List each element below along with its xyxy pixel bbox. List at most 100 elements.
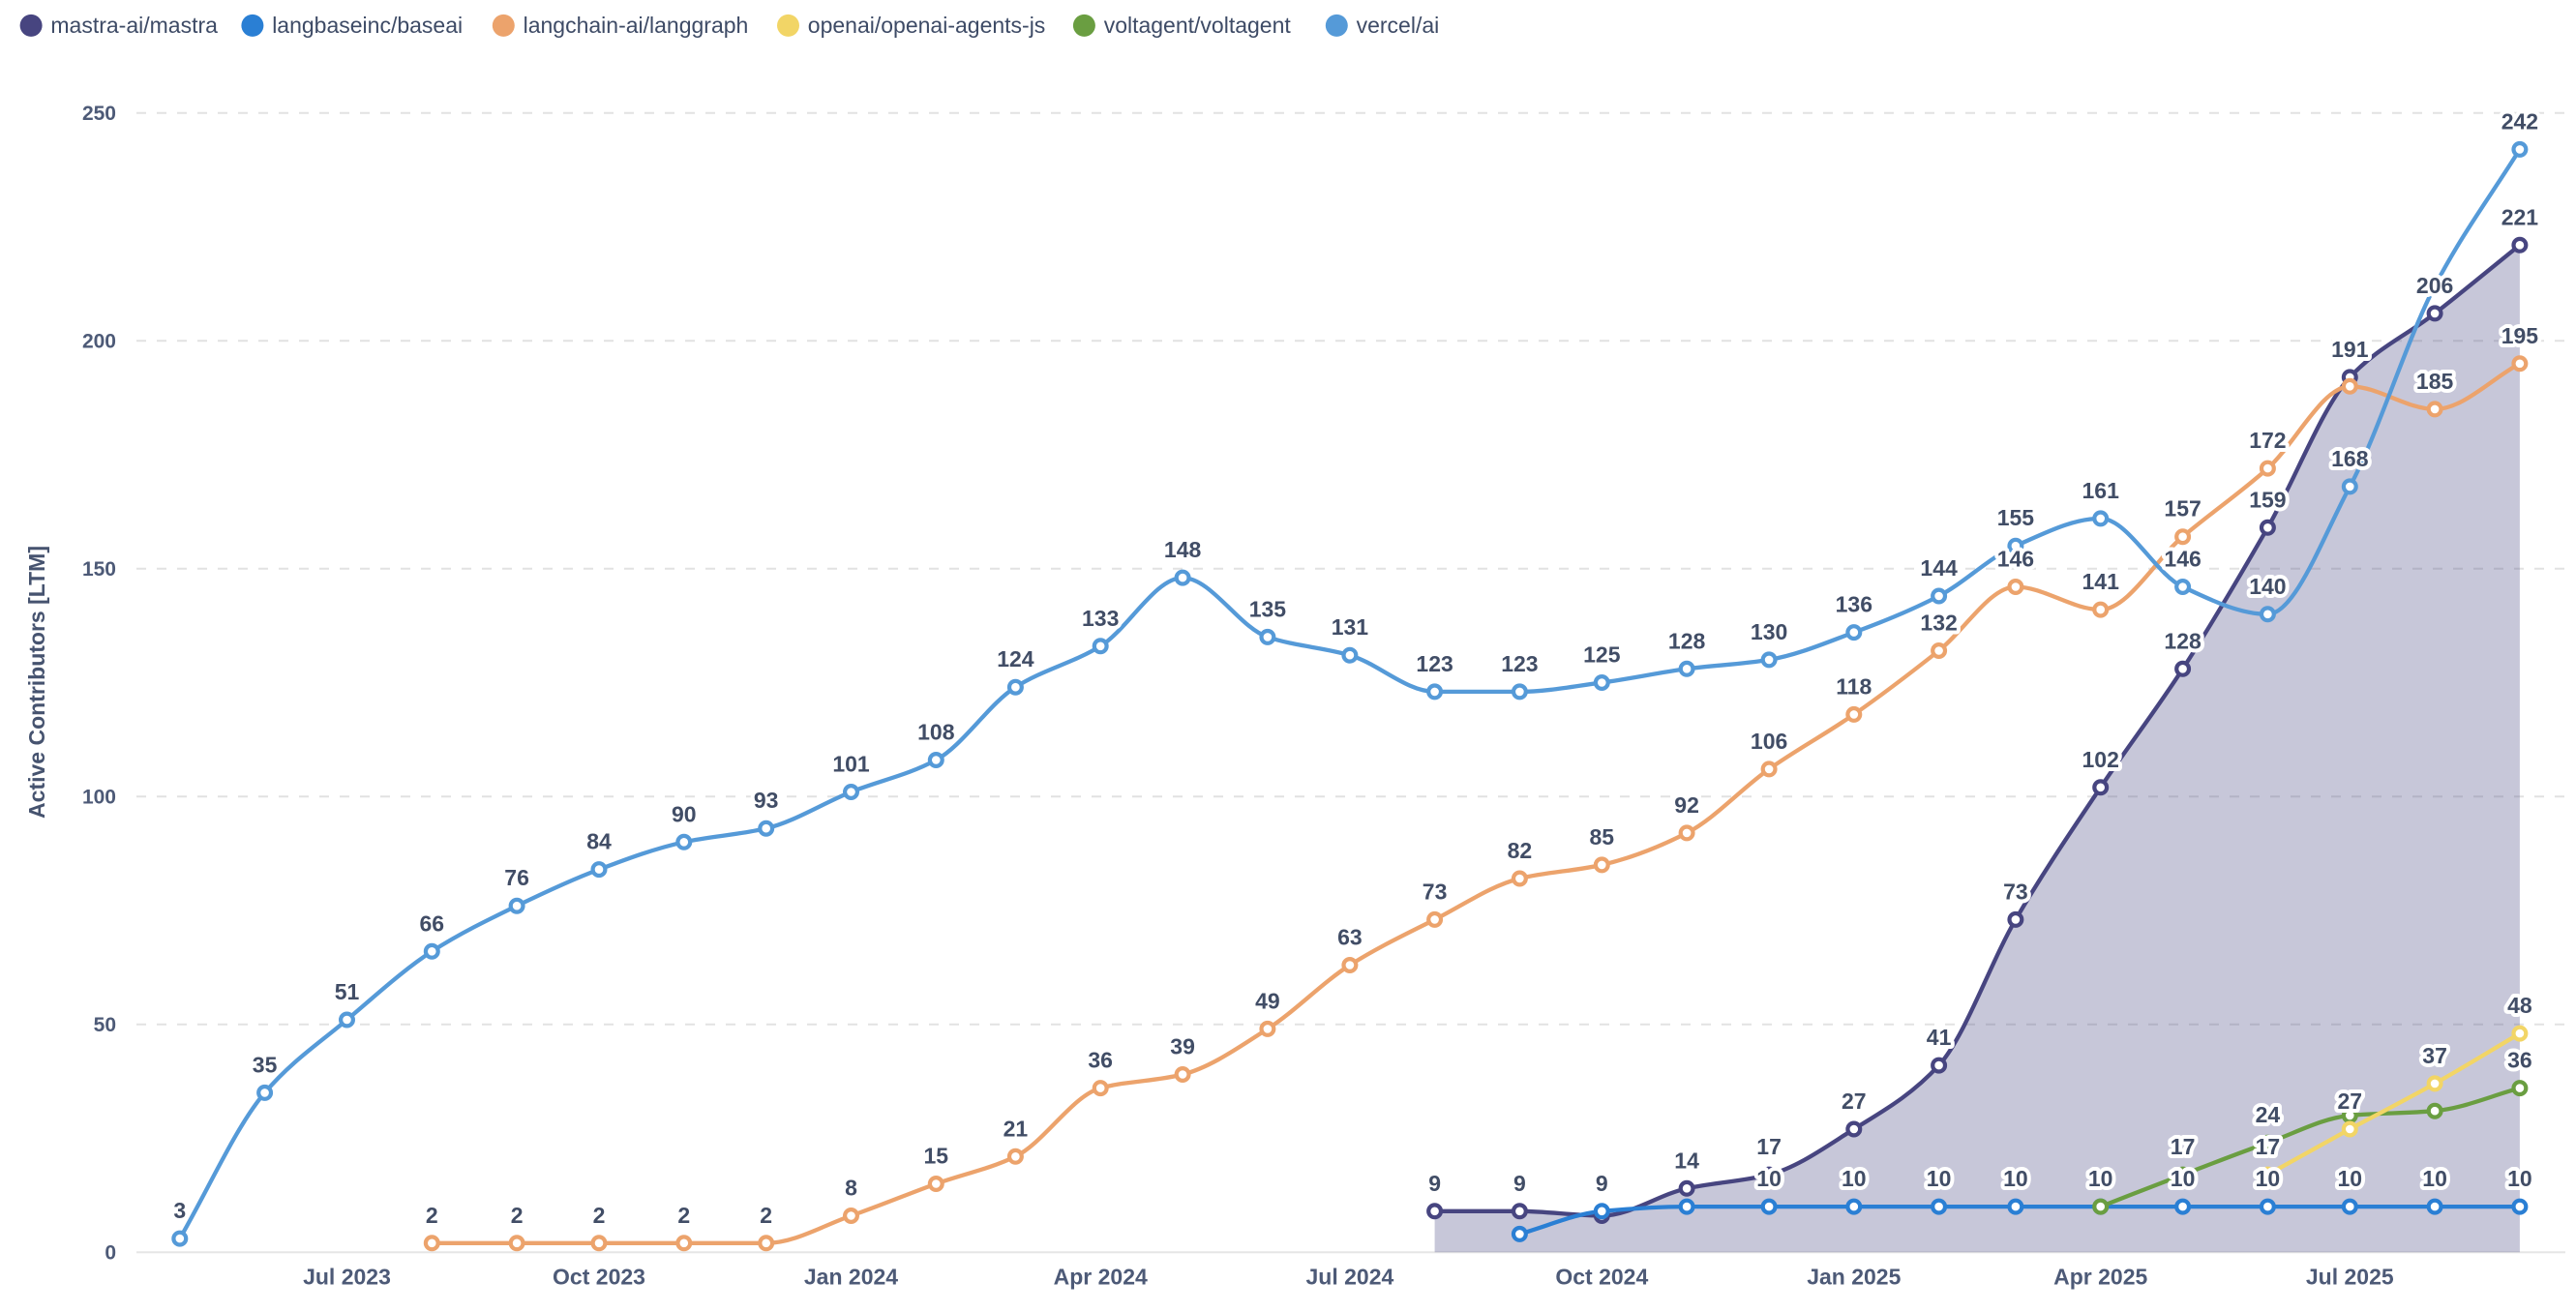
svg-text:132: 132: [1920, 611, 1957, 636]
svg-text:openai/openai-agents-js: openai/openai-agents-js: [808, 13, 1046, 38]
svg-text:41: 41: [1927, 1025, 1952, 1050]
svg-text:242: 242: [2501, 108, 2538, 134]
svg-text:Active Contributors [LTM]: Active Contributors [LTM]: [24, 546, 49, 819]
svg-text:mastra-ai/mastra: mastra-ai/mastra: [50, 13, 218, 38]
svg-text:73: 73: [1423, 879, 1448, 904]
svg-text:15: 15: [924, 1144, 949, 1169]
svg-text:3: 3: [173, 1198, 186, 1223]
svg-text:168: 168: [2331, 446, 2369, 471]
svg-text:10: 10: [2003, 1166, 2028, 1191]
svg-text:langchain-ai/langgraph: langchain-ai/langgraph: [524, 13, 749, 38]
svg-text:10: 10: [2507, 1166, 2532, 1191]
svg-text:10: 10: [2171, 1166, 2196, 1191]
svg-text:17: 17: [1756, 1134, 1782, 1159]
svg-text:Jul 2023: Jul 2023: [303, 1264, 391, 1289]
svg-text:148: 148: [1164, 537, 1202, 562]
svg-text:10: 10: [2422, 1166, 2447, 1191]
svg-text:Oct 2023: Oct 2023: [553, 1264, 645, 1289]
svg-text:0: 0: [105, 1242, 116, 1265]
svg-text:Jan 2025: Jan 2025: [1807, 1264, 1901, 1289]
svg-text:27: 27: [2338, 1088, 2363, 1114]
svg-text:150: 150: [82, 558, 116, 581]
svg-text:123: 123: [1416, 651, 1453, 676]
svg-text:Oct 2024: Oct 2024: [1555, 1264, 1648, 1289]
svg-text:159: 159: [2249, 487, 2286, 512]
svg-text:108: 108: [917, 720, 955, 745]
svg-text:124: 124: [997, 646, 1034, 671]
svg-text:10: 10: [2256, 1166, 2281, 1191]
svg-text:17: 17: [2171, 1134, 2196, 1159]
svg-text:10: 10: [1756, 1166, 1782, 1191]
svg-text:100: 100: [82, 787, 116, 809]
svg-text:66: 66: [420, 910, 445, 936]
svg-text:21: 21: [1003, 1116, 1029, 1141]
svg-text:voltagent/voltagent: voltagent/voltagent: [1104, 13, 1292, 38]
svg-text:63: 63: [1337, 925, 1363, 950]
svg-text:39: 39: [1170, 1034, 1195, 1059]
svg-text:102: 102: [2082, 747, 2119, 772]
svg-text:131: 131: [1332, 614, 1369, 640]
svg-text:Jul 2024: Jul 2024: [1306, 1264, 1394, 1289]
svg-text:161: 161: [2082, 478, 2120, 503]
svg-text:2: 2: [426, 1203, 438, 1228]
svg-text:24: 24: [2256, 1102, 2281, 1127]
svg-text:90: 90: [672, 801, 697, 826]
svg-text:Apr 2025: Apr 2025: [2053, 1264, 2147, 1289]
svg-text:141: 141: [2082, 569, 2120, 594]
svg-text:101: 101: [832, 752, 870, 777]
svg-text:123: 123: [1501, 651, 1538, 676]
svg-text:Jul 2025: Jul 2025: [2306, 1264, 2394, 1289]
svg-text:10: 10: [2088, 1166, 2113, 1191]
svg-text:8: 8: [845, 1176, 857, 1201]
svg-text:135: 135: [1249, 596, 1287, 621]
svg-text:140: 140: [2249, 574, 2286, 599]
svg-text:144: 144: [1920, 555, 1958, 581]
svg-text:36: 36: [1088, 1048, 1113, 1073]
svg-text:36: 36: [2507, 1048, 2532, 1073]
svg-text:172: 172: [2249, 428, 2286, 453]
svg-text:200: 200: [82, 331, 116, 353]
svg-text:Apr 2024: Apr 2024: [1054, 1264, 1148, 1289]
svg-text:155: 155: [1997, 505, 2035, 530]
svg-text:10: 10: [1927, 1166, 1952, 1191]
svg-text:221: 221: [2501, 204, 2539, 229]
svg-text:14: 14: [1674, 1148, 1699, 1173]
svg-text:125: 125: [1583, 642, 1621, 668]
svg-text:85: 85: [1590, 824, 1615, 850]
svg-text:langbaseinc/baseai: langbaseinc/baseai: [272, 13, 463, 38]
svg-text:27: 27: [1842, 1088, 1867, 1114]
svg-text:191: 191: [2331, 337, 2369, 362]
svg-text:37: 37: [2422, 1043, 2447, 1068]
svg-text:130: 130: [1751, 619, 1787, 644]
svg-text:51: 51: [335, 979, 360, 1004]
svg-text:106: 106: [1751, 729, 1787, 754]
svg-text:128: 128: [1668, 628, 1706, 653]
svg-text:17: 17: [2256, 1134, 2281, 1159]
svg-text:185: 185: [2416, 369, 2454, 394]
svg-text:93: 93: [754, 788, 779, 813]
svg-text:118: 118: [1836, 673, 1872, 699]
svg-text:10: 10: [1842, 1166, 1867, 1191]
svg-text:2: 2: [511, 1203, 524, 1228]
svg-text:Jan 2024: Jan 2024: [804, 1264, 898, 1289]
svg-text:9: 9: [1428, 1171, 1441, 1196]
svg-text:195: 195: [2501, 323, 2539, 348]
svg-text:10: 10: [2338, 1166, 2363, 1191]
svg-text:206: 206: [2416, 273, 2453, 298]
svg-text:146: 146: [2164, 547, 2201, 572]
svg-text:9: 9: [1513, 1171, 1526, 1196]
svg-text:133: 133: [1082, 606, 1119, 631]
svg-text:2: 2: [677, 1203, 690, 1228]
svg-text:84: 84: [586, 829, 612, 854]
svg-text:128: 128: [2164, 628, 2202, 653]
svg-text:157: 157: [2164, 496, 2201, 522]
svg-text:50: 50: [94, 1014, 116, 1036]
svg-text:76: 76: [504, 865, 529, 890]
svg-text:2: 2: [760, 1203, 772, 1228]
svg-text:136: 136: [1836, 592, 1872, 617]
svg-text:250: 250: [82, 103, 116, 125]
svg-text:49: 49: [1255, 988, 1280, 1013]
svg-text:2: 2: [593, 1203, 606, 1228]
svg-text:82: 82: [1508, 838, 1533, 863]
svg-text:35: 35: [253, 1052, 278, 1077]
